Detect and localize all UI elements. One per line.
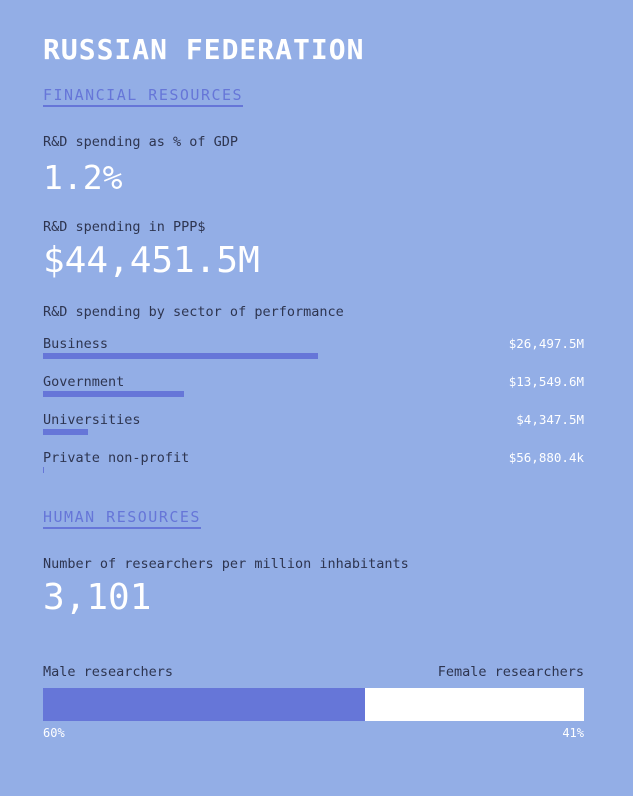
sector-label: R&D spending by sector of performance bbox=[43, 304, 344, 320]
sector-row-universities[interactable]: Universities $4,347.5M bbox=[43, 412, 584, 440]
human-resources-heading[interactable]: HUMAN RESOURCES bbox=[43, 508, 201, 529]
ppp-label: R&D spending in PPP$ bbox=[43, 219, 206, 235]
sector-value: $4,347.5M bbox=[516, 412, 584, 427]
sector-bar bbox=[43, 353, 318, 359]
sector-value: $56,880.4k bbox=[508, 450, 584, 465]
gdp-value: 1.2% bbox=[43, 158, 123, 197]
sector-row-business[interactable]: Business $26,497.5M bbox=[43, 336, 584, 364]
sector-row-private-non-profit[interactable]: Private non-profit $56,880.4k bbox=[43, 450, 584, 478]
financial-resources-heading[interactable]: FINANCIAL RESOURCES bbox=[43, 86, 244, 107]
male-researchers-label: Male researchers bbox=[43, 664, 174, 680]
researchers-label: Number of researchers per million inhabi… bbox=[43, 556, 409, 572]
male-percentage: 60% bbox=[43, 726, 65, 740]
female-researchers-label: Female researchers bbox=[437, 664, 584, 680]
researchers-value: 3,101 bbox=[43, 577, 152, 618]
sector-name: Business bbox=[43, 336, 109, 352]
sector-bar bbox=[43, 391, 184, 397]
sector-bar bbox=[43, 467, 44, 473]
sector-value: $13,549.6M bbox=[508, 374, 584, 389]
gdp-label: R&D spending as % of GDP bbox=[43, 134, 239, 150]
gender-ratio-bar[interactable] bbox=[43, 688, 584, 721]
sector-name: Universities bbox=[43, 412, 141, 428]
male-share-fill bbox=[43, 688, 365, 721]
sector-value: $26,497.5M bbox=[508, 336, 584, 351]
country-title: RUSSIAN FEDERATION bbox=[43, 33, 365, 66]
sector-name: Government bbox=[43, 374, 125, 390]
sector-name: Private non-profit bbox=[43, 450, 190, 466]
ppp-value: $44,451.5M bbox=[43, 240, 260, 281]
sector-bar bbox=[43, 429, 88, 435]
female-percentage: 41% bbox=[562, 726, 584, 740]
sector-row-government[interactable]: Government $13,549.6M bbox=[43, 374, 584, 402]
